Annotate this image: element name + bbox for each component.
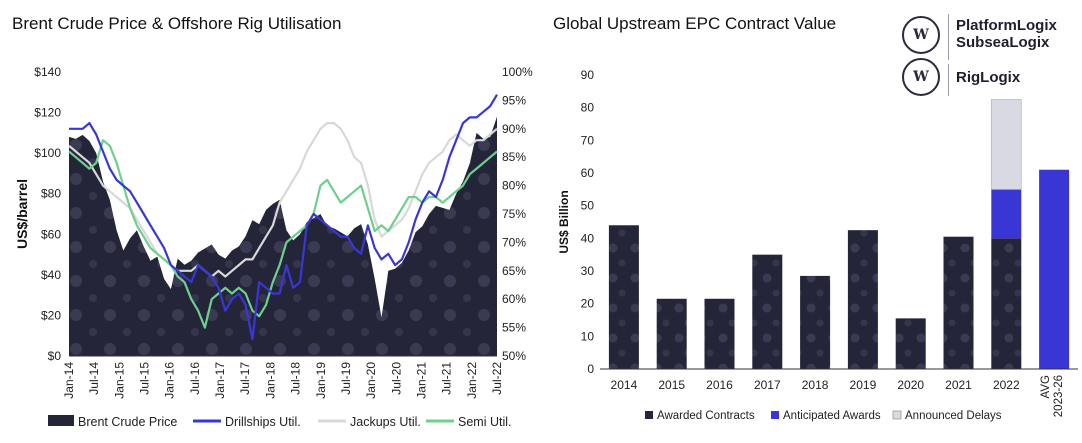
x-tick-label: Jan-17 [213,362,227,399]
x-tick-label: Jan-21 [414,362,428,399]
legend-label: Drillships Util. [225,415,301,429]
y-tick-label: $80 [41,187,61,201]
legend-label: Semi Util. [458,415,511,429]
epc-contract-chart: 0 10 20 30 40 50 60 70 80 90 US$ Billion 2014 2015 20… [557,68,1078,422]
jackups-util-line [68,121,498,278]
x-tick-label: Jan-22 [465,362,479,399]
anticipated-awards-bar [1039,169,1070,369]
legend-label: Anticipated Awards [783,410,881,422]
y-tick-label: $40 [41,268,61,282]
legend-swatch [771,411,779,419]
awarded-contracts-bar [704,298,735,369]
y-tick-label: 40 [581,231,595,245]
y-tick-label: 10 [581,329,595,343]
y2-tick-label: 100% [502,65,533,79]
y2-tick-label: 95% [502,93,526,107]
x-tick-label: Jan-18 [263,362,277,399]
x-tick-label: 2022 [993,378,1020,392]
x-tick-label: Jul-16 [188,362,202,395]
logo-divider [948,64,949,96]
y2-tick-label: 90% [502,122,526,136]
right-chart-title: Global Upstream EPC Contract Value [553,14,837,33]
x-tick-label: Jan-16 [163,362,177,399]
x-tick-label: Jul-18 [289,362,303,395]
y2-tick-label: 60% [502,292,526,306]
x-tick-label: Jul-15 [138,362,152,395]
legend-label: Awarded Contracts [657,410,755,422]
x-tick-label: Jan-19 [314,362,328,399]
x-tick-label: 2023-26 [1053,375,1065,417]
y-tick-label: $140 [34,65,61,79]
y-tick-label: 70 [581,133,595,147]
y-tick-label: $0 [48,349,62,363]
x-tick-label: Jul-21 [440,362,454,395]
legend-swatch [645,411,653,419]
brent-rig-chart: $0 $20 $40 $60 $80 $100 $120 $140 50% 55% 60% 65% 70… [14,65,533,429]
y-tick-label: 0 [587,362,594,376]
x-tick-label: 2016 [706,378,733,392]
awarded-contracts-bar [752,254,783,369]
y-tick-label: $100 [34,146,61,160]
platformlogix-label: PlatformLogix [956,17,1057,34]
y2-tick-label: 85% [502,150,526,164]
y-tick-label: $60 [41,227,61,241]
anticipated-awards-bar [991,189,1022,239]
logo-divider [948,14,949,60]
x-tick-label: 2021 [945,378,972,392]
x-tick-label: Jul-22 [490,362,504,395]
x-tick-label: Jan-15 [112,362,126,399]
y-tick-label: 30 [581,264,595,278]
legend-label: Brent Crude Price [78,415,177,429]
y2-tick-label: 75% [502,207,526,221]
y-axis-label: US$ Billion [557,190,571,253]
riglogix-logo-icon: W [902,58,940,96]
subsealogix-label: SubseaLogix [956,34,1050,51]
legend-label: Jackups Util. [350,415,421,429]
awarded-contracts-bar [800,275,831,369]
y2-tick-label: 50% [502,349,526,363]
x-tick-label: 2014 [611,378,638,392]
x-tick-label: 2020 [897,378,924,392]
x-tick-label: 2019 [850,378,877,392]
x-tick-label: Jul-20 [389,362,403,395]
y2-tick-label: 70% [502,235,526,249]
x-tick-label: Jan-20 [364,362,378,399]
y-tick-label: 60 [581,166,595,180]
y-tick-label: 20 [581,297,595,311]
x-tick-label: Jul-17 [238,362,252,395]
semi-util-line [68,139,498,329]
x-tick-label: Jul-14 [87,362,101,395]
x-tick-label: 2018 [802,378,829,392]
y-tick-label: 90 [581,68,595,82]
brent-crude-area [69,116,497,356]
awarded-contracts-bar [608,225,639,369]
x-tick-label: 2017 [754,378,781,392]
awarded-contracts-bar [943,236,974,369]
riglogix-label: RigLogix [956,69,1021,86]
x-tick-label: Jan-14 [62,362,76,399]
y-tick-label: $120 [34,106,61,120]
legend-label: Announced Delays [905,410,1002,422]
announced-delays-bar [990,99,1022,190]
y2-tick-label: 65% [502,264,526,278]
legend-swatch [892,410,902,420]
platformlogix-logo-icon: W [902,16,940,54]
left-chart-title: Brent Crude Price & Offshore Rig Utilisa… [12,14,342,33]
y-tick-label: $20 [41,308,61,322]
legend-swatch [48,415,74,426]
awarded-contracts-bar [847,230,878,369]
y-tick-label: 80 [581,101,595,115]
awarded-contracts-bar [991,238,1022,369]
x-tick-label: AVG [1040,375,1052,398]
x-tick-label: 2015 [658,378,685,392]
y2-tick-label: 55% [502,321,526,335]
y-tick-label: 50 [581,199,595,213]
awarded-contracts-bar [656,298,687,369]
y2-tick-label: 80% [502,179,526,193]
drillships-util-line [69,94,498,341]
awarded-contracts-bar [895,318,926,369]
y-axis-label: US$/barrel [14,179,30,249]
x-tick-label: Jul-19 [339,362,353,395]
